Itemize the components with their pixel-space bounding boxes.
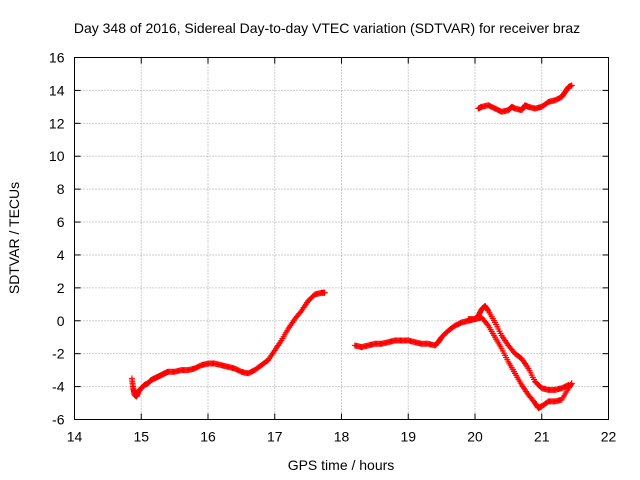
x-axis-label: GPS time / hours [288,457,395,473]
data-point [484,321,491,328]
series-arc-1 [128,289,328,400]
y-tick-label: -2 [52,346,65,362]
y-tick-label: 8 [57,181,65,197]
y-tick-label: -6 [52,412,65,428]
y-tick-label: 14 [49,82,65,98]
x-tick-label: 14 [67,429,83,445]
y-tick-labels: -6 -4 -2 0 2 4 6 8 10 12 14 16 [49,50,65,428]
y-tick-label: 16 [49,50,65,66]
x-tick-labels: 14 15 16 17 18 19 20 21 22 [67,429,617,445]
x-tick-label: 20 [467,429,483,445]
y-tick-label: -4 [52,379,65,395]
chart-title: Day 348 of 2016, Sidereal Day-to-day VTE… [74,20,580,36]
y-axis-label: SDTVAR / TECUs [6,182,22,294]
x-tick-label: 22 [601,429,617,445]
axis-ticks [74,57,609,420]
y-tick-label: 2 [57,280,65,296]
data-point [568,381,575,388]
grid [74,57,609,420]
x-tick-label: 17 [267,429,283,445]
x-tick-label: 19 [400,429,416,445]
data-point [568,380,575,387]
x-tick-label: 15 [133,429,149,445]
series-arc-4 [475,82,575,115]
data-point [297,309,304,316]
x-tick-label: 18 [334,429,350,445]
y-tick-label: 10 [49,148,65,164]
data-point [568,82,575,89]
series-arc-3 [465,314,575,411]
y-tick-label: 4 [57,247,65,263]
x-tick-label: 16 [200,429,216,445]
x-tick-label: 21 [534,429,550,445]
series-arc-2 [351,302,572,393]
y-tick-label: 6 [57,214,65,230]
data-series [128,82,575,411]
y-tick-label: 12 [49,115,65,131]
y-tick-label: 0 [57,313,65,329]
data-point [321,289,328,296]
